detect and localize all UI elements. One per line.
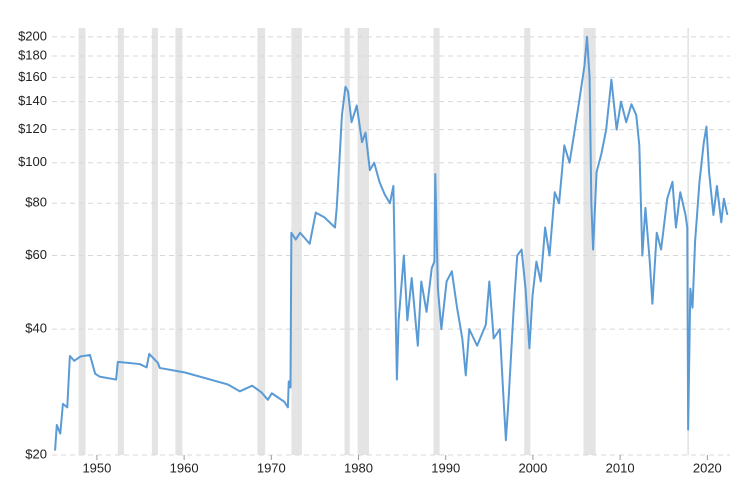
shaded-period bbox=[357, 28, 369, 455]
data-line bbox=[54, 35, 729, 451]
shaded-period bbox=[151, 28, 158, 455]
y-tick-label: $100 bbox=[18, 154, 47, 169]
y-tick-label: $180 bbox=[18, 47, 47, 62]
x-tick-label: 1990 bbox=[431, 460, 460, 475]
shaded-period bbox=[344, 28, 350, 455]
y-tick-label: $80 bbox=[25, 195, 47, 210]
x-tick-label: 1980 bbox=[344, 460, 373, 475]
x-tick-label: 2000 bbox=[518, 460, 547, 475]
shaded-period bbox=[291, 28, 302, 455]
x-tick-label: 1960 bbox=[170, 460, 199, 475]
x-tick-label: 2010 bbox=[606, 460, 635, 475]
shaded-period bbox=[583, 28, 596, 455]
shaded-period bbox=[175, 28, 183, 455]
shaded-period bbox=[78, 28, 86, 455]
x-tick-label: 1970 bbox=[257, 460, 286, 475]
y-tick-label: $140 bbox=[18, 93, 47, 108]
shaded-period bbox=[524, 28, 531, 455]
y-tick-label: $20 bbox=[25, 446, 47, 461]
y-tick-label: $160 bbox=[18, 69, 47, 84]
x-tick-label: 2020 bbox=[693, 460, 722, 475]
y-tick-label: $40 bbox=[25, 321, 47, 336]
y-tick-label: $200 bbox=[18, 28, 47, 43]
y-tick-label: $60 bbox=[25, 247, 47, 262]
shaded-period bbox=[117, 28, 124, 455]
x-tick-label: 1950 bbox=[82, 460, 111, 475]
y-tick-label: $120 bbox=[18, 121, 47, 136]
shaded-period bbox=[257, 28, 266, 455]
